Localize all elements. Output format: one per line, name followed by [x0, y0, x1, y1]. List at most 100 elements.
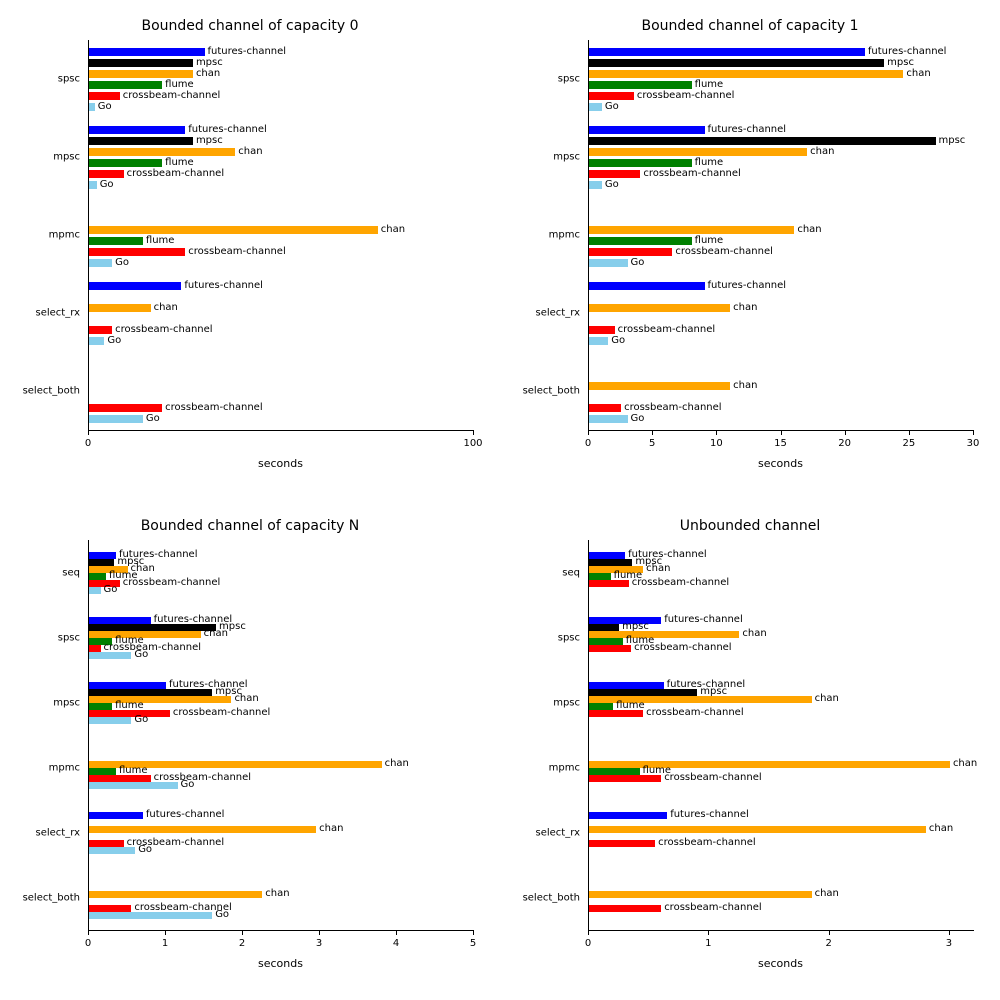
x-tick-label: 3: [316, 938, 322, 949]
bar: [589, 631, 739, 638]
x-tick-label: 2: [825, 938, 831, 949]
bar-label: chan: [797, 224, 821, 235]
bar-label: flume: [146, 235, 175, 246]
bar: [89, 404, 162, 412]
bar-label: crossbeam-channel: [634, 642, 731, 653]
bar-label: Go: [115, 257, 129, 268]
bar-label: mpsc: [196, 135, 223, 146]
bar-label: flume: [695, 79, 724, 90]
bar: [589, 689, 697, 696]
bar: [89, 782, 178, 789]
x-tick-label: 5: [649, 438, 655, 449]
bar: [89, 226, 378, 234]
x-tick-label: 4: [393, 938, 399, 949]
bar: [89, 92, 120, 100]
bar: [89, 717, 131, 724]
bar: [89, 912, 212, 919]
y-tick-label: seq: [0, 567, 80, 578]
bar-label: mpsc: [939, 135, 966, 146]
x-tick-label: 0: [85, 938, 91, 949]
bar-label: futures-channel: [208, 46, 287, 57]
bar-label: Go: [181, 779, 195, 790]
chart-panel: Bounded channel of capacity 1 futures-cha…: [500, 0, 1000, 500]
x-tick: [473, 430, 474, 435]
bar: [89, 710, 170, 717]
x-tick: [588, 430, 589, 435]
x-tick: [319, 930, 320, 935]
x-tick: [473, 930, 474, 935]
bar-label: crossbeam-channel: [643, 168, 740, 179]
bar-label: chan: [204, 628, 228, 639]
chart-title: Bounded channel of capacity 1: [500, 18, 1000, 34]
bar: [89, 415, 143, 423]
bar: [589, 580, 629, 587]
x-tick-label: 30: [967, 438, 980, 449]
bar: [89, 587, 101, 594]
x-tick: [652, 430, 653, 435]
bar-label: Go: [605, 179, 619, 190]
bar: [589, 703, 613, 710]
chart-title: Bounded channel of capacity N: [0, 518, 500, 534]
bar: [589, 905, 661, 912]
bar-label: Go: [138, 844, 152, 855]
x-tick: [845, 430, 846, 435]
bar: [89, 282, 181, 290]
bar: [589, 710, 643, 717]
x-tick: [165, 930, 166, 935]
x-axis-label: seconds: [758, 457, 803, 470]
bar: [89, 337, 104, 345]
bar: [589, 404, 621, 412]
bar: [589, 645, 631, 652]
bar-label: crossbeam-channel: [123, 577, 220, 588]
bar: [89, 812, 143, 819]
bar: [89, 617, 151, 624]
bar-label: Go: [611, 335, 625, 346]
bar-label: chan: [810, 146, 834, 157]
x-tick: [829, 930, 830, 935]
chart-title: Unbounded channel: [500, 518, 1000, 534]
axes: futures-channel mpsc chan flume crossbeam-ch…: [588, 40, 974, 431]
x-tick-label: 2: [239, 938, 245, 949]
bar-label: Go: [107, 335, 121, 346]
bar-label: crossbeam-channel: [165, 402, 262, 413]
bar-label: crossbeam-channel: [123, 90, 220, 101]
bar-label: chan: [385, 758, 409, 769]
y-tick-label: mpmc: [0, 762, 80, 773]
bar: [589, 382, 730, 390]
bar-label: Go: [100, 179, 114, 190]
bar-label: chan: [646, 563, 670, 574]
x-tick: [88, 430, 89, 435]
bar-label: chan: [196, 68, 220, 79]
bar: [89, 826, 316, 833]
bar-label: crossbeam-channel: [127, 168, 224, 179]
bar: [589, 337, 608, 345]
bar: [89, 847, 135, 854]
bar: [89, 81, 162, 89]
bar-label: futures-channel: [708, 280, 787, 291]
x-axis-label: seconds: [258, 957, 303, 970]
x-tick-label: 1: [705, 938, 711, 949]
axes: futures-channelmpscchanflumecrossbeam-ch…: [88, 540, 474, 931]
bar-label: chan: [234, 693, 258, 704]
bar: [589, 81, 692, 89]
bar: [589, 552, 625, 559]
bar: [89, 905, 131, 912]
bar-label: crossbeam-channel: [624, 402, 721, 413]
bar-label: Go: [134, 714, 148, 725]
y-tick-label: select_rx: [0, 308, 80, 319]
bar: [589, 891, 812, 898]
bar: [89, 126, 185, 134]
x-tick-label: 1: [162, 938, 168, 949]
bar-label: Go: [146, 413, 160, 424]
bar-label: flume: [165, 79, 194, 90]
bar: [589, 59, 884, 67]
bar-label: futures-channel: [868, 46, 947, 57]
bar-label: futures-channel: [664, 614, 743, 625]
y-tick-label: mpmc: [500, 230, 580, 241]
y-tick-label: spsc: [500, 632, 580, 643]
x-tick: [242, 930, 243, 935]
bar: [589, 638, 623, 645]
bar-label: chan: [319, 823, 343, 834]
bar: [89, 891, 262, 898]
bar: [589, 840, 655, 847]
